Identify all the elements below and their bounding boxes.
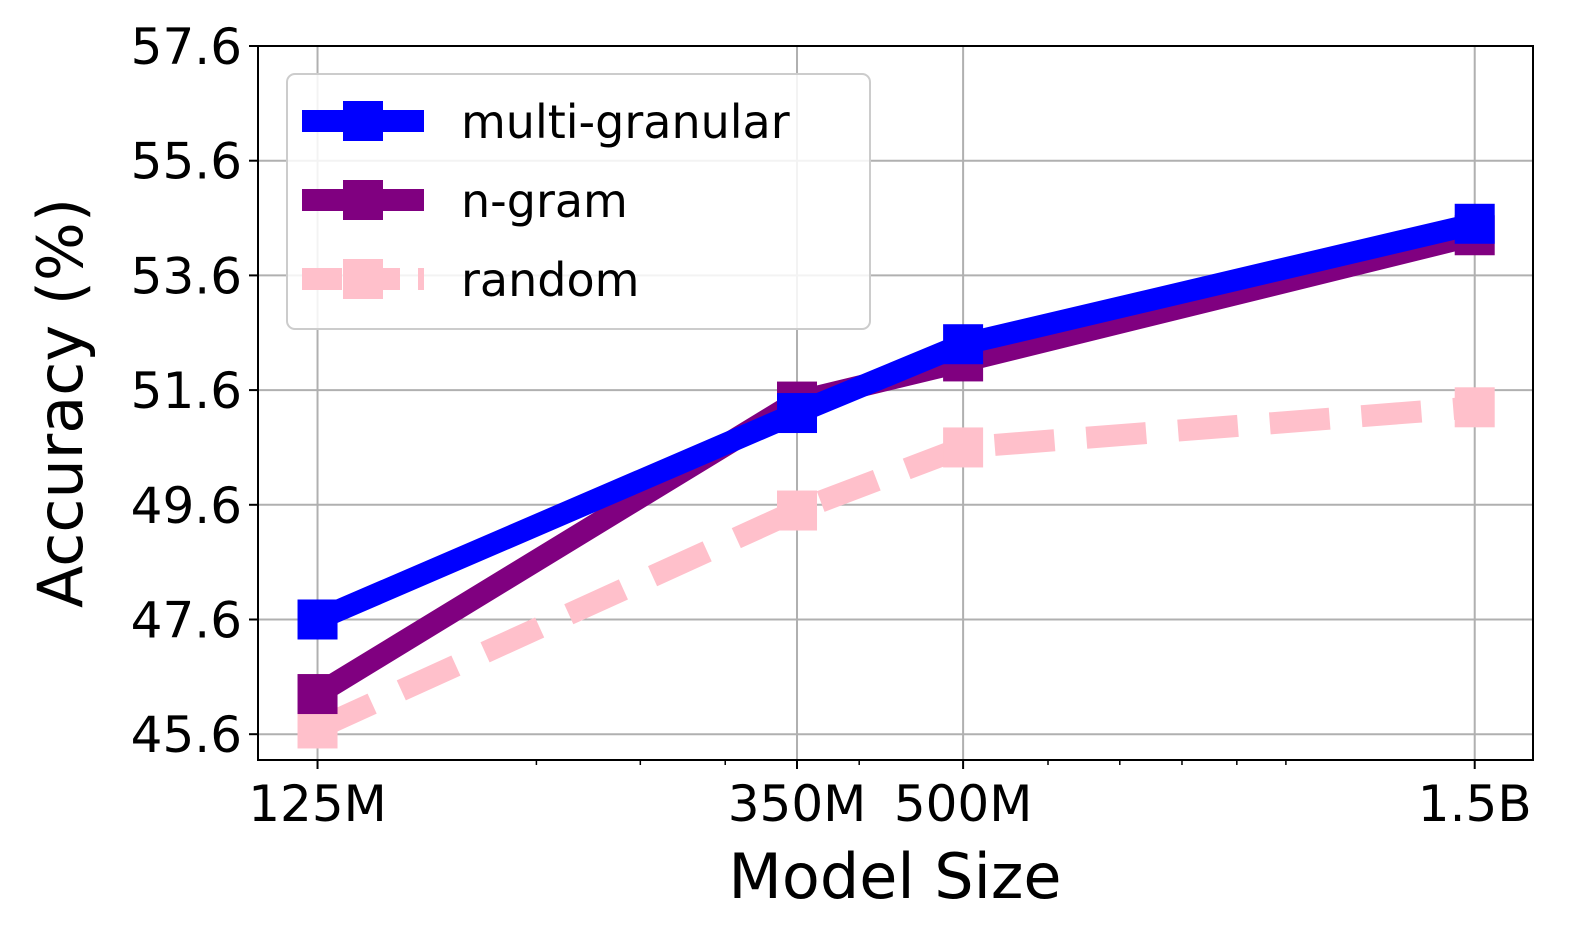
legend: multi-granular n-gram random <box>286 73 871 330</box>
x-tick-label: 1.5B <box>1418 775 1532 833</box>
legend-swatch-marker <box>343 259 383 299</box>
series-line-random <box>312 396 1476 739</box>
legend-swatch-marker <box>343 101 383 141</box>
x-tick-label: 350M <box>728 775 867 833</box>
series-random <box>297 387 1495 749</box>
data-point-n-gram <box>297 674 338 715</box>
y-tick-label: 53.6 <box>131 247 242 305</box>
y-tick-label: 57.6 <box>131 18 242 76</box>
plot-frame <box>257 45 1534 761</box>
ticks: 45.6 47.6 49.6 51.6 53.6 55.6 57.6 125M 350M 500M… <box>131 18 1532 833</box>
data-point-multi-granular <box>943 324 984 365</box>
y-tick-label: 45.6 <box>131 706 242 764</box>
data-point-multi-granular <box>777 393 818 434</box>
y-tick-label: 49.6 <box>131 477 242 535</box>
data-point-random <box>943 427 984 468</box>
legend-box <box>286 73 871 330</box>
y-tick-label: 55.6 <box>131 133 242 191</box>
y-axis-label: Accuracy (%) <box>24 198 97 608</box>
y-tick-label: 51.6 <box>131 362 242 420</box>
legend-swatch-marker <box>343 180 383 220</box>
x-tick-label: 125M <box>248 775 387 833</box>
data-point-multi-granular <box>1454 203 1495 244</box>
y-tick-label: 47.6 <box>131 591 242 649</box>
data-point-random <box>1454 387 1495 428</box>
legend-label: random <box>461 253 639 307</box>
x-axis-label: Model Size <box>728 840 1061 913</box>
x-tick-label: 500M <box>894 775 1033 833</box>
series-line-multi-granular <box>313 213 1478 630</box>
series-layer <box>297 203 1495 749</box>
legend-label: multi-granular <box>461 95 790 149</box>
series-multi-granular <box>297 203 1495 640</box>
legend-label: n-gram <box>461 174 628 228</box>
data-point-random <box>777 490 818 531</box>
data-point-random <box>297 708 338 749</box>
data-point-multi-granular <box>297 599 338 640</box>
